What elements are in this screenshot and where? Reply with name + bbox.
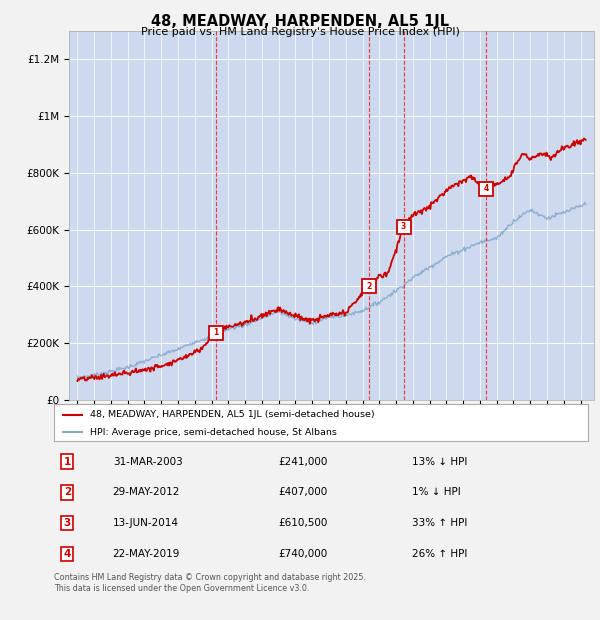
Text: 4: 4 xyxy=(484,184,489,193)
Text: 48, MEADWAY, HARPENDEN, AL5 1JL: 48, MEADWAY, HARPENDEN, AL5 1JL xyxy=(151,14,449,29)
Text: 3: 3 xyxy=(64,518,71,528)
Text: 1: 1 xyxy=(64,457,71,467)
Text: 1% ↓ HPI: 1% ↓ HPI xyxy=(412,487,461,497)
Text: 22-MAY-2019: 22-MAY-2019 xyxy=(113,549,180,559)
Text: 31-MAR-2003: 31-MAR-2003 xyxy=(113,457,182,467)
Text: 26% ↑ HPI: 26% ↑ HPI xyxy=(412,549,467,559)
Text: 13-JUN-2014: 13-JUN-2014 xyxy=(113,518,179,528)
Text: Contains HM Land Registry data © Crown copyright and database right 2025.
This d: Contains HM Land Registry data © Crown c… xyxy=(54,574,366,593)
Text: 29-MAY-2012: 29-MAY-2012 xyxy=(113,487,180,497)
Text: 2: 2 xyxy=(64,487,71,497)
Text: 13% ↓ HPI: 13% ↓ HPI xyxy=(412,457,467,467)
Text: 4: 4 xyxy=(64,549,71,559)
Text: HPI: Average price, semi-detached house, St Albans: HPI: Average price, semi-detached house,… xyxy=(91,428,337,436)
Text: 3: 3 xyxy=(401,222,406,231)
Text: 48, MEADWAY, HARPENDEN, AL5 1JL (semi-detached house): 48, MEADWAY, HARPENDEN, AL5 1JL (semi-de… xyxy=(91,410,375,419)
Text: 33% ↑ HPI: 33% ↑ HPI xyxy=(412,518,467,528)
Text: £740,000: £740,000 xyxy=(278,549,328,559)
Text: 1: 1 xyxy=(213,328,218,337)
Text: £241,000: £241,000 xyxy=(278,457,328,467)
Text: £610,500: £610,500 xyxy=(278,518,328,528)
Text: Price paid vs. HM Land Registry's House Price Index (HPI): Price paid vs. HM Land Registry's House … xyxy=(140,27,460,37)
Text: £407,000: £407,000 xyxy=(278,487,328,497)
Text: 2: 2 xyxy=(367,282,372,291)
